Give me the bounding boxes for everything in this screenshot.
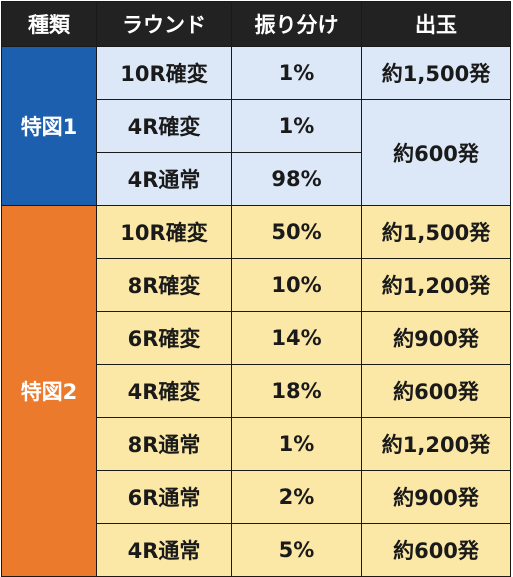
group-label-tokuzu1: 特図1 xyxy=(1,46,97,206)
round-cell: 4R確変 xyxy=(96,364,232,418)
round-cell: 6R通常 xyxy=(96,470,232,524)
header-type: 種類 xyxy=(1,1,97,47)
table-row: 6R通常 2% 約900発 xyxy=(2,470,511,524)
round-cell: 4R確変 xyxy=(96,99,232,153)
ratio-cell: 5% xyxy=(231,523,362,577)
payout-cell: 約600発 xyxy=(361,364,511,418)
ratio-cell: 50% xyxy=(231,205,362,259)
header-payout: 出玉 xyxy=(361,1,511,47)
ratio-cell: 1% xyxy=(231,46,362,100)
ratio-cell: 14% xyxy=(231,311,362,365)
payout-cell: 約900発 xyxy=(361,470,511,524)
payout-cell: 約1,200発 xyxy=(361,258,511,312)
ratio-cell: 2% xyxy=(231,470,362,524)
ratio-cell: 1% xyxy=(231,99,362,153)
round-cell: 10R確変 xyxy=(96,46,232,100)
payout-cell: 約1,200発 xyxy=(361,417,511,471)
round-cell: 8R確変 xyxy=(96,258,232,312)
ratio-cell: 98% xyxy=(231,152,362,206)
ratio-cell: 1% xyxy=(231,417,362,471)
payout-cell: 約900発 xyxy=(361,311,511,365)
round-cell: 10R確変 xyxy=(96,205,232,259)
payout-cell: 約1,500発 xyxy=(361,205,511,259)
table-row: 特図1 10R確変 1% 約1,500発 xyxy=(1,46,511,206)
table-row: 特図2 10R確変 50% 約1,500発 xyxy=(1,205,511,577)
table-row: 4R通常 98% xyxy=(2,152,511,206)
round-cell: 4R通常 xyxy=(96,523,232,577)
ratio-cell: 18% xyxy=(231,364,362,418)
table-row: 4R確変 1% 約600発 xyxy=(2,99,511,206)
header-row: 種類 ラウンド 振り分け 出玉 xyxy=(1,1,511,47)
group-label-tokuzu2: 特図2 xyxy=(1,205,97,577)
payout-cell-merged: 約600発 xyxy=(361,99,511,206)
round-cell: 4R通常 xyxy=(96,152,232,206)
table-row: 4R確変 18% 約600発 xyxy=(2,364,511,418)
header-ratio: 振り分け xyxy=(231,1,362,47)
ratio-cell: 10% xyxy=(231,258,362,312)
table-row: 8R確変 10% 約1,200発 xyxy=(2,258,511,312)
round-cell: 6R確変 xyxy=(96,311,232,365)
payout-cell: 約1,500発 xyxy=(361,46,511,100)
round-cell: 8R通常 xyxy=(96,417,232,471)
payout-cell: 約600発 xyxy=(361,523,511,577)
header-round: ラウンド xyxy=(96,1,232,47)
table-row: 6R確変 14% 約900発 xyxy=(2,311,511,365)
